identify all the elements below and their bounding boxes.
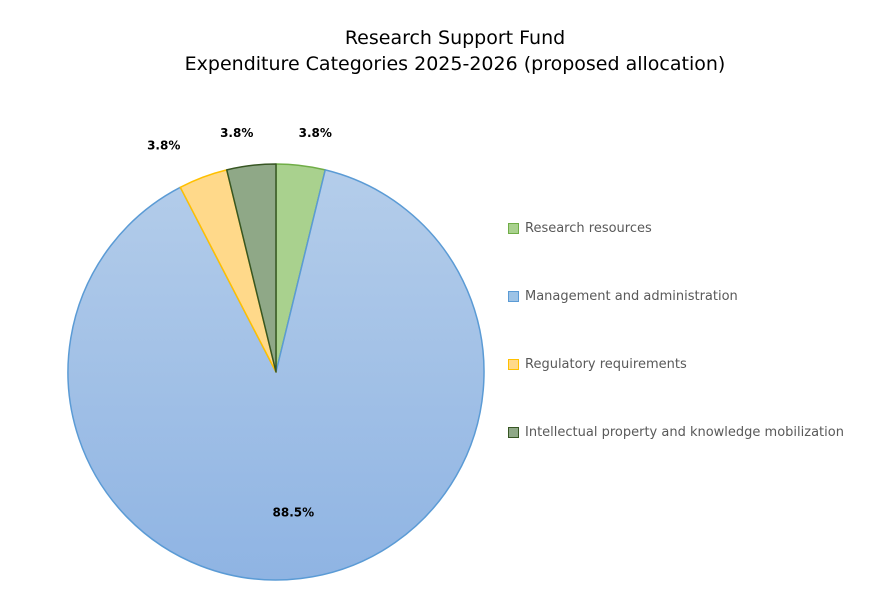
legend-swatch	[508, 290, 519, 302]
legend-item: Regulatory requirements	[508, 354, 687, 374]
legend-label: Research resources	[525, 220, 652, 236]
slice-data-label: 3.8%	[299, 126, 332, 140]
legend-item: Intellectual property and knowledge mobi…	[508, 422, 844, 442]
legend-item: Research resources	[508, 218, 652, 238]
legend-item: Management and administration	[508, 286, 738, 306]
legend-label: Management and administration	[525, 288, 738, 304]
slice-data-label: 3.8%	[220, 126, 253, 140]
slice-data-label: 88.5%	[273, 506, 315, 520]
legend-swatch	[508, 358, 519, 370]
pie-slice	[67, 169, 485, 581]
legend-label: Intellectual property and knowledge mobi…	[525, 424, 844, 440]
slice-data-label: 3.8%	[147, 139, 180, 153]
legend-label: Regulatory requirements	[525, 356, 687, 372]
chart-title: Research Support Fund	[344, 27, 566, 49]
legend-swatch	[508, 426, 519, 438]
legend-swatch	[508, 222, 519, 234]
pie-slice	[226, 163, 277, 373]
chart-subtitle: Expenditure Categories 2025-2026 (propos…	[184, 53, 726, 75]
